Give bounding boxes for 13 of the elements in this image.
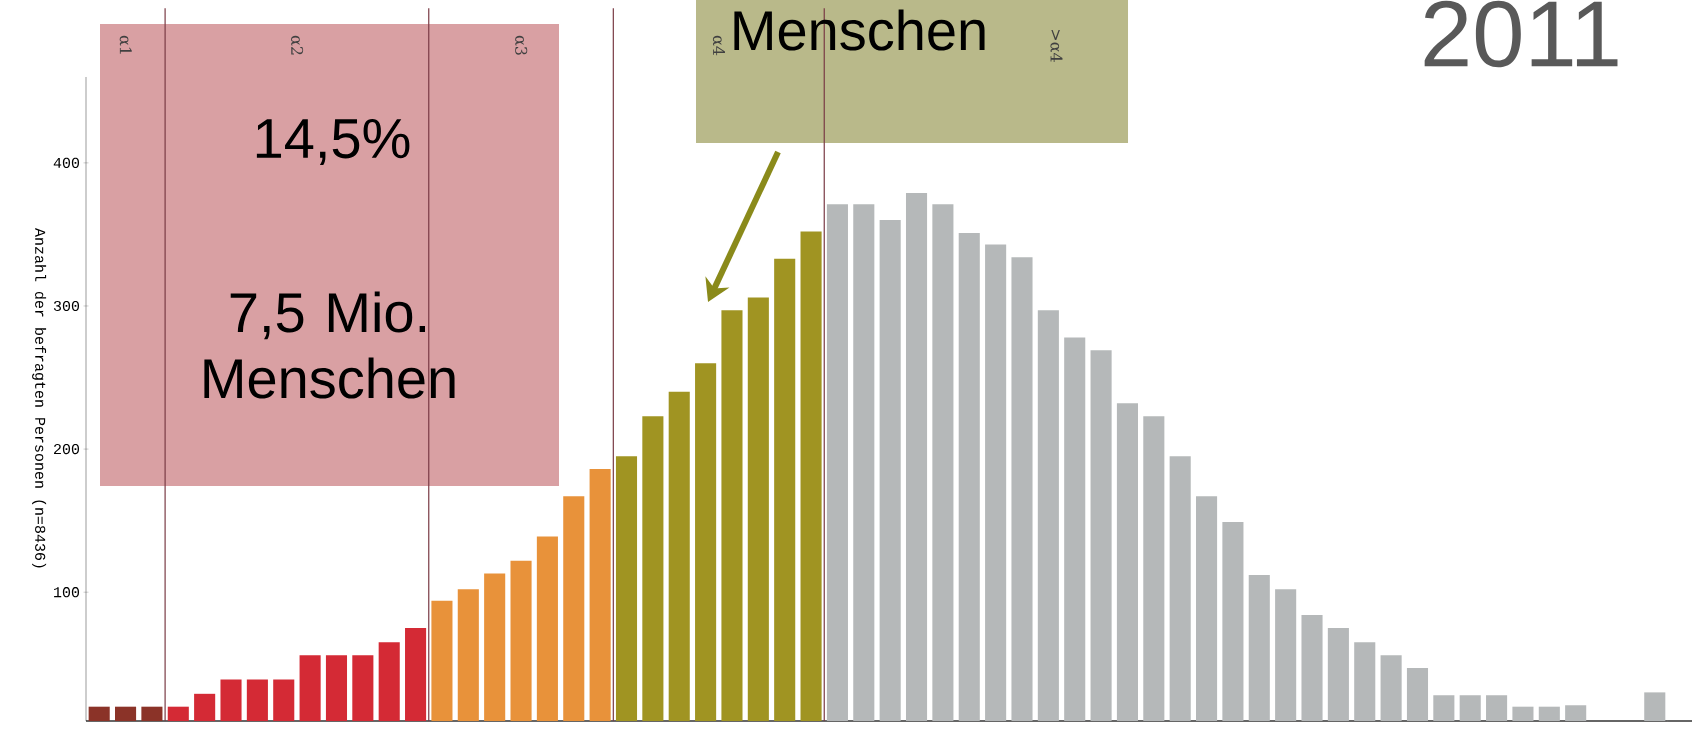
y-axis-title: Anzahl der befragten Personen (n=8436) (32, 227, 47, 568)
text: α1 (119, 35, 132, 54)
text: >α4 (1050, 30, 1063, 62)
chart-title: 2011 (1424, 0, 1618, 68)
y-tick-label: 200 (54, 443, 80, 455)
y-tick-label: 300 (53, 300, 80, 312)
y-tick-label: 100 (54, 587, 80, 598)
y-tick-label: 400 (53, 157, 80, 168)
annotation: 14,5% (256, 118, 410, 166)
annotation: 7,5 Mio. Menschen (204, 291, 455, 399)
text: α4 (712, 35, 725, 56)
text: α3 (515, 35, 528, 55)
text: α2 (291, 35, 304, 55)
